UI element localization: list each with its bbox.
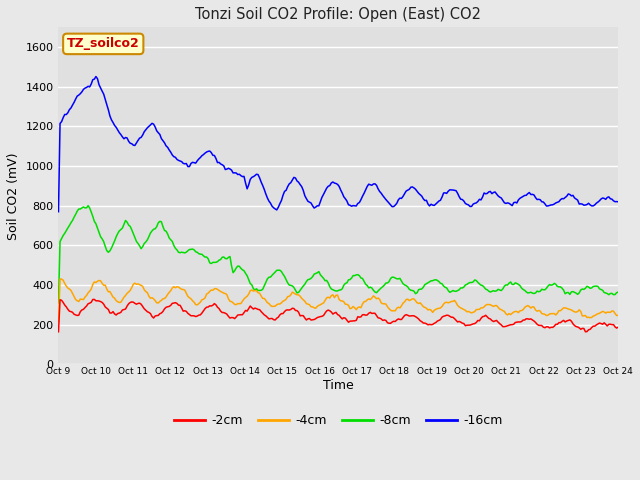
X-axis label: Time: Time — [323, 379, 354, 392]
Legend: -2cm, -4cm, -8cm, -16cm: -2cm, -4cm, -8cm, -16cm — [169, 409, 508, 432]
Y-axis label: Soil CO2 (mV): Soil CO2 (mV) — [7, 152, 20, 240]
Text: TZ_soilco2: TZ_soilco2 — [67, 37, 140, 50]
Title: Tonzi Soil CO2 Profile: Open (East) CO2: Tonzi Soil CO2 Profile: Open (East) CO2 — [195, 7, 481, 22]
